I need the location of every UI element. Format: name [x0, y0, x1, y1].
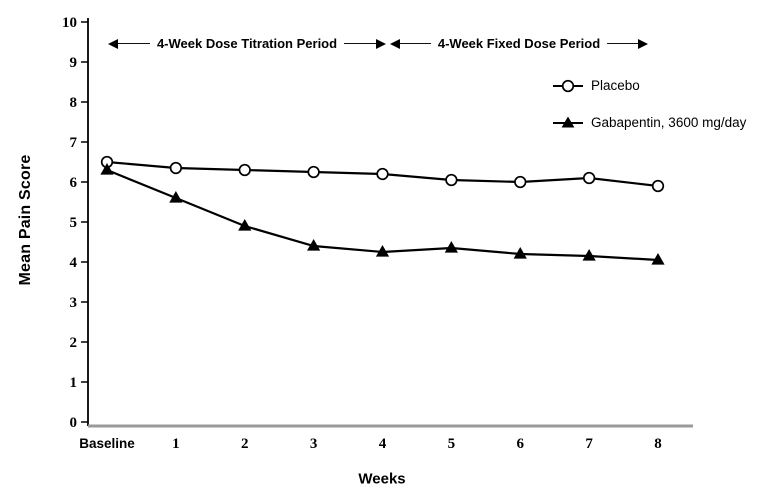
svg-text:8: 8 — [654, 436, 662, 452]
svg-text:2: 2 — [241, 436, 249, 452]
svg-text:2: 2 — [70, 335, 78, 351]
arrow-line — [400, 43, 431, 44]
annotation-label: 4-Week Dose Titration Period — [156, 36, 338, 51]
arrow-line — [607, 43, 639, 44]
x-axis-title: Weeks — [358, 470, 406, 488]
annotation-label: 4-Week Fixed Dose Period — [437, 36, 601, 51]
svg-text:3: 3 — [70, 295, 78, 311]
svg-text:5: 5 — [70, 215, 78, 231]
legend-label: Placebo — [591, 78, 640, 93]
svg-text:6: 6 — [70, 175, 78, 191]
svg-text:7: 7 — [585, 436, 593, 452]
svg-text:4: 4 — [379, 436, 387, 452]
arrow-left-icon — [390, 38, 400, 49]
svg-text:3: 3 — [310, 436, 318, 452]
filled-triangle-marker-icon — [553, 116, 583, 127]
annotation-fixed-dose-period: 4-Week Fixed Dose Period — [390, 36, 649, 51]
svg-text:9: 9 — [70, 55, 78, 71]
annotation-dose-titration-period: 4-Week Dose Titration Period — [108, 36, 386, 51]
y-axis-title: Mean Pain Score — [17, 154, 34, 286]
x-axis-labels: Baseline 1 2 3 4 5 6 7 8 — [79, 436, 662, 452]
arrow-line — [344, 43, 376, 44]
svg-text:5: 5 — [448, 436, 456, 452]
svg-text:1: 1 — [70, 375, 78, 391]
svg-text:4: 4 — [70, 255, 78, 271]
svg-text:8: 8 — [70, 95, 78, 111]
legend-label: Gabapentin, 3600 mg/day — [591, 115, 747, 130]
open-circle-marker-icon — [553, 79, 583, 92]
svg-text:7: 7 — [70, 135, 78, 151]
legend: Placebo Gabapentin, 3600 mg/day — [552, 77, 746, 151]
svg-text:0: 0 — [70, 415, 78, 431]
arrow-right-icon — [638, 38, 649, 49]
y-axis-ticks: 0 1 2 3 4 5 6 7 8 9 10 — [62, 15, 88, 431]
svg-text:Baseline: Baseline — [79, 436, 135, 451]
legend-item-gabapentin: Gabapentin, 3600 mg/day — [552, 114, 746, 131]
svg-text:6: 6 — [517, 436, 525, 452]
arrow-line — [118, 43, 150, 44]
series-placebo — [100, 155, 665, 193]
arrow-left-icon — [108, 38, 118, 49]
svg-text:10: 10 — [62, 15, 77, 31]
svg-text:1: 1 — [172, 436, 180, 452]
series-gabapentin-3600-mg-day — [100, 163, 665, 265]
arrow-right-icon — [376, 38, 386, 49]
legend-item-placebo: Placebo — [552, 77, 746, 94]
